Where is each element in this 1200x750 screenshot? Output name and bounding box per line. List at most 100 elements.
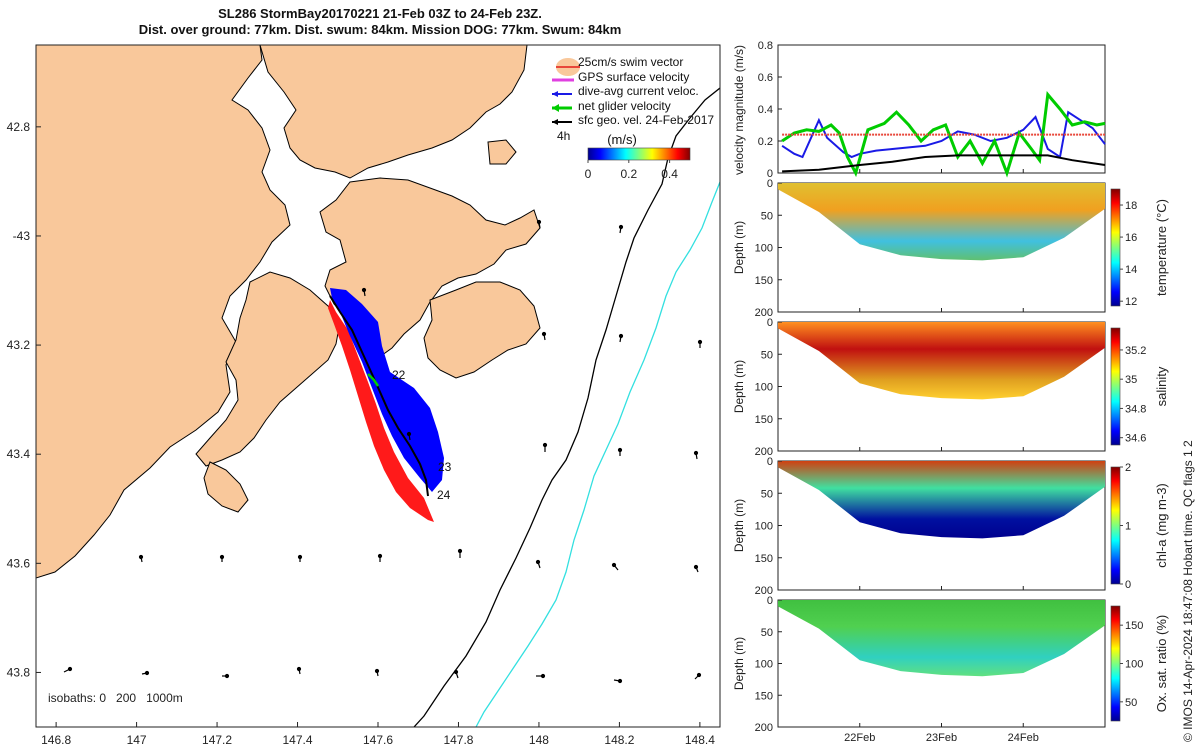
chlorophyll-panel: 0 50 100 150 200 Depth (m) 0 1 2 chl-a (mg m-3) <box>732 456 1169 597</box>
velocity-series <box>781 91 1106 178</box>
depth-tick-label: 200 <box>755 722 773 734</box>
map-xtick-label: 147 <box>127 733 147 747</box>
landmass <box>36 45 541 579</box>
legend-label-gps: GPS surface velocity <box>578 70 689 84</box>
depth-tick-label: 100 <box>755 243 773 255</box>
geo-arrowhead <box>617 447 623 453</box>
heatmap-colorbar-tick-label: 12 <box>1125 296 1137 308</box>
geo-arrowhead <box>297 554 303 560</box>
map-axis-ticks: 146.8 147 147.2 147.4 147.6 147.8 148 148.2 148.… <box>7 120 716 747</box>
heatmap-colorbar-tick-label: 34.6 <box>1125 433 1146 445</box>
map-ytick-label: 43.2 <box>7 338 31 352</box>
depth-tick-label: 200 <box>755 446 773 458</box>
depth-axis-label: Depth (m) <box>732 637 746 690</box>
geo-arrowhead <box>693 450 699 456</box>
depth-tick-label: 50 <box>761 627 773 639</box>
legend-geo-arrowhead <box>552 119 558 125</box>
heatmap-colorbar-tick-label: 34.8 <box>1125 403 1146 415</box>
day-label-22: 22 <box>392 368 406 382</box>
geo-arrowhead <box>611 562 617 568</box>
oxygen-panel: 0 50 100 150 200 Depth (m) 50 100 150 Ox. sat. ra… <box>732 595 1169 734</box>
geo-arrowhead <box>377 553 383 559</box>
map-xtick-label: 147.8 <box>443 733 473 747</box>
sfc-geo-velocity-field <box>63 219 703 684</box>
geo-arrowhead <box>617 678 623 684</box>
heatmap-colorbar-tick-label: 150 <box>1125 620 1143 632</box>
land-tasman <box>423 281 541 379</box>
heatmap-colorbar-tick-label: 16 <box>1125 232 1137 244</box>
current-vector-track <box>330 288 444 492</box>
title-line1: SL286 StormBay20170221 21-Feb 03Z to 24-… <box>218 6 542 21</box>
map-ytick-label: 43.8 <box>7 665 31 679</box>
velocity-ylabel: velocity magnitude (m/s) <box>732 45 746 175</box>
depth-tick-label: 150 <box>755 275 773 287</box>
legend-current-arrowhead <box>552 91 558 97</box>
isobaths-label: isobaths: 0 200 1000m <box>48 691 183 705</box>
credit-text: © IMOS 14-Apr-2024 18:47:08 Hobart time.… <box>1181 440 1195 742</box>
depth-tick-label: 150 <box>755 414 773 426</box>
legend-net-arrowhead <box>552 104 559 112</box>
map-xtick-label: 148.4 <box>685 733 715 747</box>
map-xtick-label: 147.6 <box>363 733 393 747</box>
geo-arrowhead <box>618 224 624 230</box>
legend-label-net: net glider velocity <box>578 99 671 113</box>
velocity-y-ticks: 0 0.2 0.4 0.6 0.8 <box>758 40 782 180</box>
velocity-series-line <box>782 154 1106 173</box>
chart-title: SL286 StormBay20170221 21-Feb 03Z to 24-… <box>40 6 720 38</box>
geo-arrowhead <box>535 559 541 565</box>
depth-tick-label: 50 <box>761 349 773 361</box>
depth-tick-label: 100 <box>755 382 773 394</box>
heatmap-field <box>778 322 1105 400</box>
heatmap-colorbar <box>1110 327 1121 446</box>
colorbar-tick-label: 0.2 <box>620 167 637 181</box>
heatmap-colorbar <box>1110 188 1121 307</box>
depth-tick-label: 0 <box>767 456 773 468</box>
map-xtick-label: 146.8 <box>41 733 71 747</box>
depth-tick-label: 150 <box>755 553 773 565</box>
depth-tick-label: 200 <box>755 307 773 319</box>
time-tick-label: 23Feb <box>926 732 957 744</box>
map-panel: 22 23 24 146.8 147 147.2 147.4 147.6 147.8 148… <box>7 44 721 747</box>
depth-tick-label: 0 <box>767 178 773 190</box>
geo-arrowhead <box>144 670 150 676</box>
geo-arrowhead <box>457 548 463 554</box>
speed-colorbar: (m/s) 0 0.2 0.4 <box>585 132 691 181</box>
depth-axis-label: Depth (m) <box>732 221 746 274</box>
geo-arrowhead <box>224 673 230 679</box>
velocity-ytick-label: 0.6 <box>758 72 773 84</box>
day-label-23: 23 <box>438 460 452 474</box>
time-axis: 22Feb 23Feb 24Feb <box>844 169 1039 744</box>
glider-track <box>329 295 429 497</box>
depth-tick-label: 100 <box>755 521 773 533</box>
map-ytick-label: 42.8 <box>7 120 31 134</box>
heatmap-colorbar-tick-label: 2 <box>1125 462 1131 474</box>
geo-arrowhead <box>697 339 703 345</box>
depth-tick-label: 100 <box>755 659 773 671</box>
depth-tick-label: 50 <box>761 210 773 222</box>
geo-arrowhead <box>536 219 542 225</box>
heatmap-colorbar-label: chl-a (mg m-3) <box>1154 483 1169 568</box>
land-west <box>36 45 291 579</box>
map-xtick-label: 147.2 <box>202 733 232 747</box>
swim-vector-track <box>328 300 434 522</box>
temperature-panel: 0 50 100 150 200 Depth (m) 12 14 16 18 temperature… <box>732 178 1169 319</box>
heatmap-colorbar-tick-label: 100 <box>1125 659 1143 671</box>
time-tick-label: 22Feb <box>844 732 875 744</box>
legend-label-current: dive-avg current veloc. <box>578 84 699 98</box>
velocity-panel: 0 0.2 0.4 0.6 0.8 velocity magnitude (m/s) <box>732 40 1106 180</box>
heatmap-colorbar-tick-label: 0 <box>1125 579 1131 591</box>
land-island <box>203 461 249 513</box>
time-series-panels: 0 0.2 0.4 0.6 0.8 velocity magnitude (m/s) 0… <box>732 40 1169 744</box>
velocity-series-line <box>781 91 1106 178</box>
map-xtick-label: 148 <box>529 733 549 747</box>
colorbar-title: (m/s) <box>607 132 637 147</box>
map-ytick-label: -43 <box>13 229 31 243</box>
geo-arrowhead <box>406 431 412 437</box>
colorbar-gradient <box>587 147 691 161</box>
legend-label-swim: 25cm/s swim vector <box>578 55 683 69</box>
colorbar-ticks: 0 0.2 0.4 <box>585 160 678 181</box>
land-east-islet <box>487 139 517 165</box>
map-xtick-label: 147.4 <box>283 733 313 747</box>
heatmap-field <box>778 183 1105 261</box>
